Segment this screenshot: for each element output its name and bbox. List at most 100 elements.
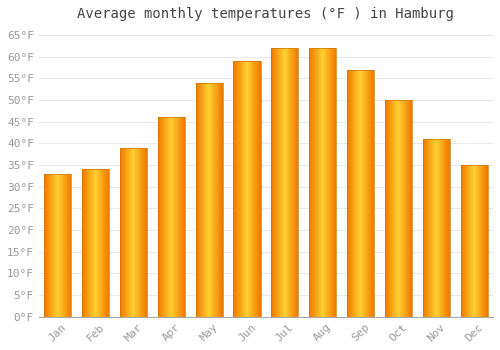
Bar <box>350 70 351 317</box>
Bar <box>478 165 479 317</box>
Bar <box>348 70 349 317</box>
Bar <box>309 48 336 317</box>
Bar <box>460 165 488 317</box>
Bar <box>468 165 469 317</box>
Bar <box>397 100 398 317</box>
Bar <box>196 83 223 317</box>
Bar <box>358 70 359 317</box>
Bar <box>480 165 481 317</box>
Bar <box>53 174 54 317</box>
Bar <box>164 117 165 317</box>
Bar <box>202 83 203 317</box>
Bar <box>210 83 211 317</box>
Bar <box>58 174 59 317</box>
Bar <box>106 169 107 317</box>
Bar <box>390 100 391 317</box>
Bar <box>291 48 292 317</box>
Bar <box>313 48 314 317</box>
Bar <box>142 148 143 317</box>
Bar <box>387 100 388 317</box>
Bar <box>239 61 240 317</box>
Bar <box>334 48 335 317</box>
Bar <box>98 169 99 317</box>
Bar <box>428 139 429 317</box>
Bar <box>126 148 128 317</box>
Bar <box>288 48 289 317</box>
Bar <box>57 174 58 317</box>
Bar <box>296 48 297 317</box>
Bar <box>404 100 405 317</box>
Bar <box>161 117 162 317</box>
Bar <box>167 117 168 317</box>
Bar <box>446 139 447 317</box>
Bar <box>234 61 236 317</box>
Bar <box>236 61 237 317</box>
Bar <box>50 174 51 317</box>
Bar <box>52 174 53 317</box>
Bar <box>158 117 185 317</box>
Bar <box>283 48 284 317</box>
Bar <box>422 139 450 317</box>
Bar <box>285 48 286 317</box>
Bar <box>162 117 163 317</box>
Bar <box>97 169 98 317</box>
Bar <box>92 169 93 317</box>
Bar <box>329 48 330 317</box>
Bar <box>107 169 108 317</box>
Bar <box>86 169 88 317</box>
Bar <box>400 100 401 317</box>
Bar <box>64 174 65 317</box>
Bar <box>385 100 386 317</box>
Bar <box>432 139 433 317</box>
Bar <box>95 169 96 317</box>
Bar <box>443 139 444 317</box>
Bar <box>274 48 276 317</box>
Bar <box>120 148 147 317</box>
Bar <box>214 83 216 317</box>
Bar <box>135 148 136 317</box>
Bar <box>445 139 446 317</box>
Bar <box>293 48 294 317</box>
Bar <box>211 83 212 317</box>
Bar <box>460 165 461 317</box>
Bar <box>146 148 147 317</box>
Bar <box>183 117 184 317</box>
Bar <box>44 174 45 317</box>
Bar <box>103 169 104 317</box>
Bar <box>120 148 121 317</box>
Bar <box>371 70 372 317</box>
Bar <box>272 48 274 317</box>
Bar <box>136 148 137 317</box>
Bar <box>280 48 281 317</box>
Bar <box>222 83 223 317</box>
Bar <box>354 70 355 317</box>
Bar <box>160 117 161 317</box>
Bar <box>184 117 185 317</box>
Bar <box>70 174 72 317</box>
Bar <box>61 174 62 317</box>
Bar <box>441 139 442 317</box>
Bar <box>93 169 94 317</box>
Bar <box>393 100 394 317</box>
Bar <box>437 139 438 317</box>
Bar <box>405 100 406 317</box>
Bar <box>360 70 361 317</box>
Bar <box>435 139 436 317</box>
Bar <box>461 165 462 317</box>
Bar <box>108 169 109 317</box>
Bar <box>56 174 57 317</box>
Bar <box>470 165 472 317</box>
Bar <box>66 174 68 317</box>
Bar <box>333 48 334 317</box>
Bar <box>324 48 325 317</box>
Bar <box>372 70 373 317</box>
Bar <box>250 61 251 317</box>
Bar <box>172 117 174 317</box>
Bar <box>165 117 166 317</box>
Bar <box>368 70 370 317</box>
Bar <box>242 61 243 317</box>
Bar <box>440 139 441 317</box>
Bar <box>55 174 56 317</box>
Bar <box>294 48 295 317</box>
Bar <box>138 148 139 317</box>
